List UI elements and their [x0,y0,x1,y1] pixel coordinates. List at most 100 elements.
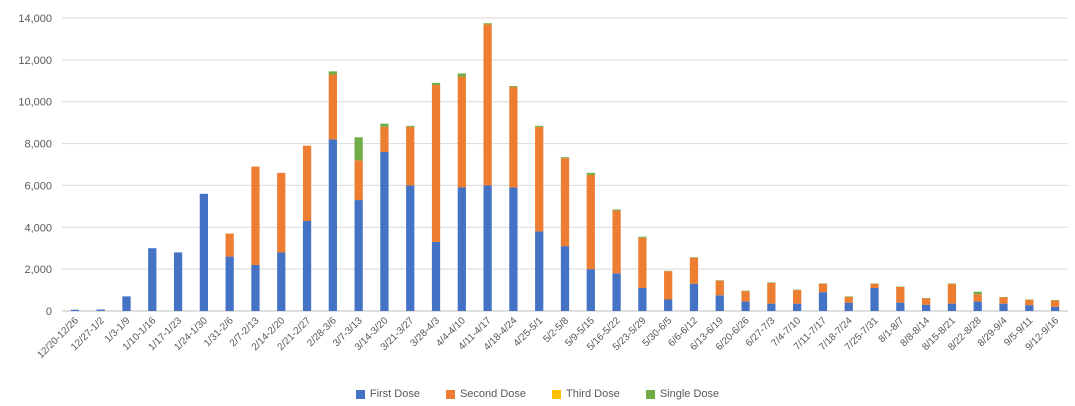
bar-single-dose [354,137,363,161]
bar-single-dose [509,86,518,88]
bar-first-dose [225,256,234,311]
bar-first-dose [406,185,415,311]
bar-second-dose [251,166,260,265]
bar-second-dose [741,291,750,302]
y-tick-label: 12,000 [18,55,52,67]
bar-first-dose [922,304,931,311]
bar-second-dose [277,172,286,253]
bar-single-dose [535,125,544,127]
bar-second-dose [225,233,234,257]
bar-second-dose [664,271,673,300]
bar-single-dose [560,157,570,159]
bar-second-dose [715,280,724,296]
bar-single-dose [406,125,415,127]
bar-series [70,23,1060,311]
legend-label: Second Dose [459,388,527,400]
bar-first-dose [199,193,208,311]
bar-first-dose [302,221,312,311]
bar-second-dose [896,286,905,303]
bar-second-dose [1050,300,1060,307]
bar-first-dose [689,283,699,311]
bar-second-dose [973,294,982,302]
x-tick-label: 12/20-12/26 [35,315,81,361]
bar-first-dose [483,185,492,311]
y-tick-label: 8,000 [24,139,52,151]
bar-second-dose [302,145,312,222]
legend-item-second-dose: Second Dose [445,388,527,400]
bar-single-dose [973,291,982,295]
bar-first-dose [380,151,389,311]
bar-first-dose [328,139,337,311]
bar-first-dose [767,303,776,311]
chart-legend: First Dose Second Dose Third Dose Single… [0,388,1075,400]
bar-first-dose [560,246,570,311]
bar-first-dose [173,252,183,311]
bar-first-dose [844,302,853,311]
y-tick-label: 10,000 [18,97,52,109]
bar-second-dose [586,174,595,270]
bar-second-dose [457,76,466,188]
bar-first-dose [664,299,673,311]
bar-second-dose [818,283,828,293]
bar-second-dose [431,84,441,242]
bar-first-dose [251,264,260,311]
bar-single-dose [328,71,337,75]
legend-label: Single Dose [659,388,720,400]
bar-second-dose [870,283,879,288]
x-tick-label: 4/25-5/1 [512,315,546,349]
x-axis-tick-labels: 12/20-12/2612/27-1/21/3-1/91/10-1/161/17… [35,315,1061,361]
bar-first-dose [947,303,957,311]
bar-first-dose [535,231,544,311]
y-tick-label: 14,000 [18,13,52,25]
bar-second-dose [612,210,621,274]
bar-single-dose [483,23,492,25]
legend-swatch [445,389,455,399]
bar-first-dose [1050,306,1060,311]
bar-second-dose [1025,299,1034,306]
bar-first-dose [586,269,595,311]
legend-item-first-dose: First Dose [355,388,420,400]
bar-single-dose [638,236,647,238]
bar-first-dose [431,241,441,311]
legend-label: Third Dose [566,388,620,400]
bar-second-dose [767,282,776,304]
bar-second-dose [922,298,931,305]
bar-first-dose [70,309,80,311]
bar-first-dose [638,287,647,311]
bar-second-dose [560,158,570,247]
bar-single-dose [431,82,441,85]
bar-first-dose [457,187,466,311]
y-axis-tick-labels: 0 2,000 4,000 6,000 8,000 10,000 12,000 14,000 [18,13,52,318]
bar-first-dose [122,296,131,311]
bar-second-dose [638,237,647,288]
bar-first-dose [148,248,157,311]
bar-single-dose [380,123,389,127]
bar-first-dose [973,301,982,311]
bar-first-dose [715,295,724,311]
bar-first-dose [870,287,879,311]
bar-second-dose [328,74,337,140]
y-tick-label: 0 [46,306,52,318]
bar-first-dose [793,303,802,311]
bar-second-dose [380,126,389,152]
bar-first-dose [354,200,363,311]
bar-second-dose [793,290,802,304]
bar-second-dose [947,283,957,304]
legend-item-single-dose: Single Dose [645,388,720,400]
bar-second-dose [509,87,518,188]
bar-single-dose [612,209,621,211]
bar-second-dose [406,126,415,186]
bar-single-dose [586,172,595,175]
bar-second-dose [483,24,492,186]
y-tick-label: 6,000 [24,180,52,192]
bar-second-dose [844,296,853,303]
legend-swatch [355,389,365,399]
y-tick-label: 2,000 [24,264,52,276]
legend-swatch [552,389,562,399]
bar-first-dose [818,292,828,311]
bar-first-dose [277,252,286,311]
y-tick-label: 4,000 [24,222,52,234]
bar-first-dose [1025,305,1034,311]
legend-item-third-dose: Third Dose [552,388,620,400]
bar-single-dose [457,73,466,77]
